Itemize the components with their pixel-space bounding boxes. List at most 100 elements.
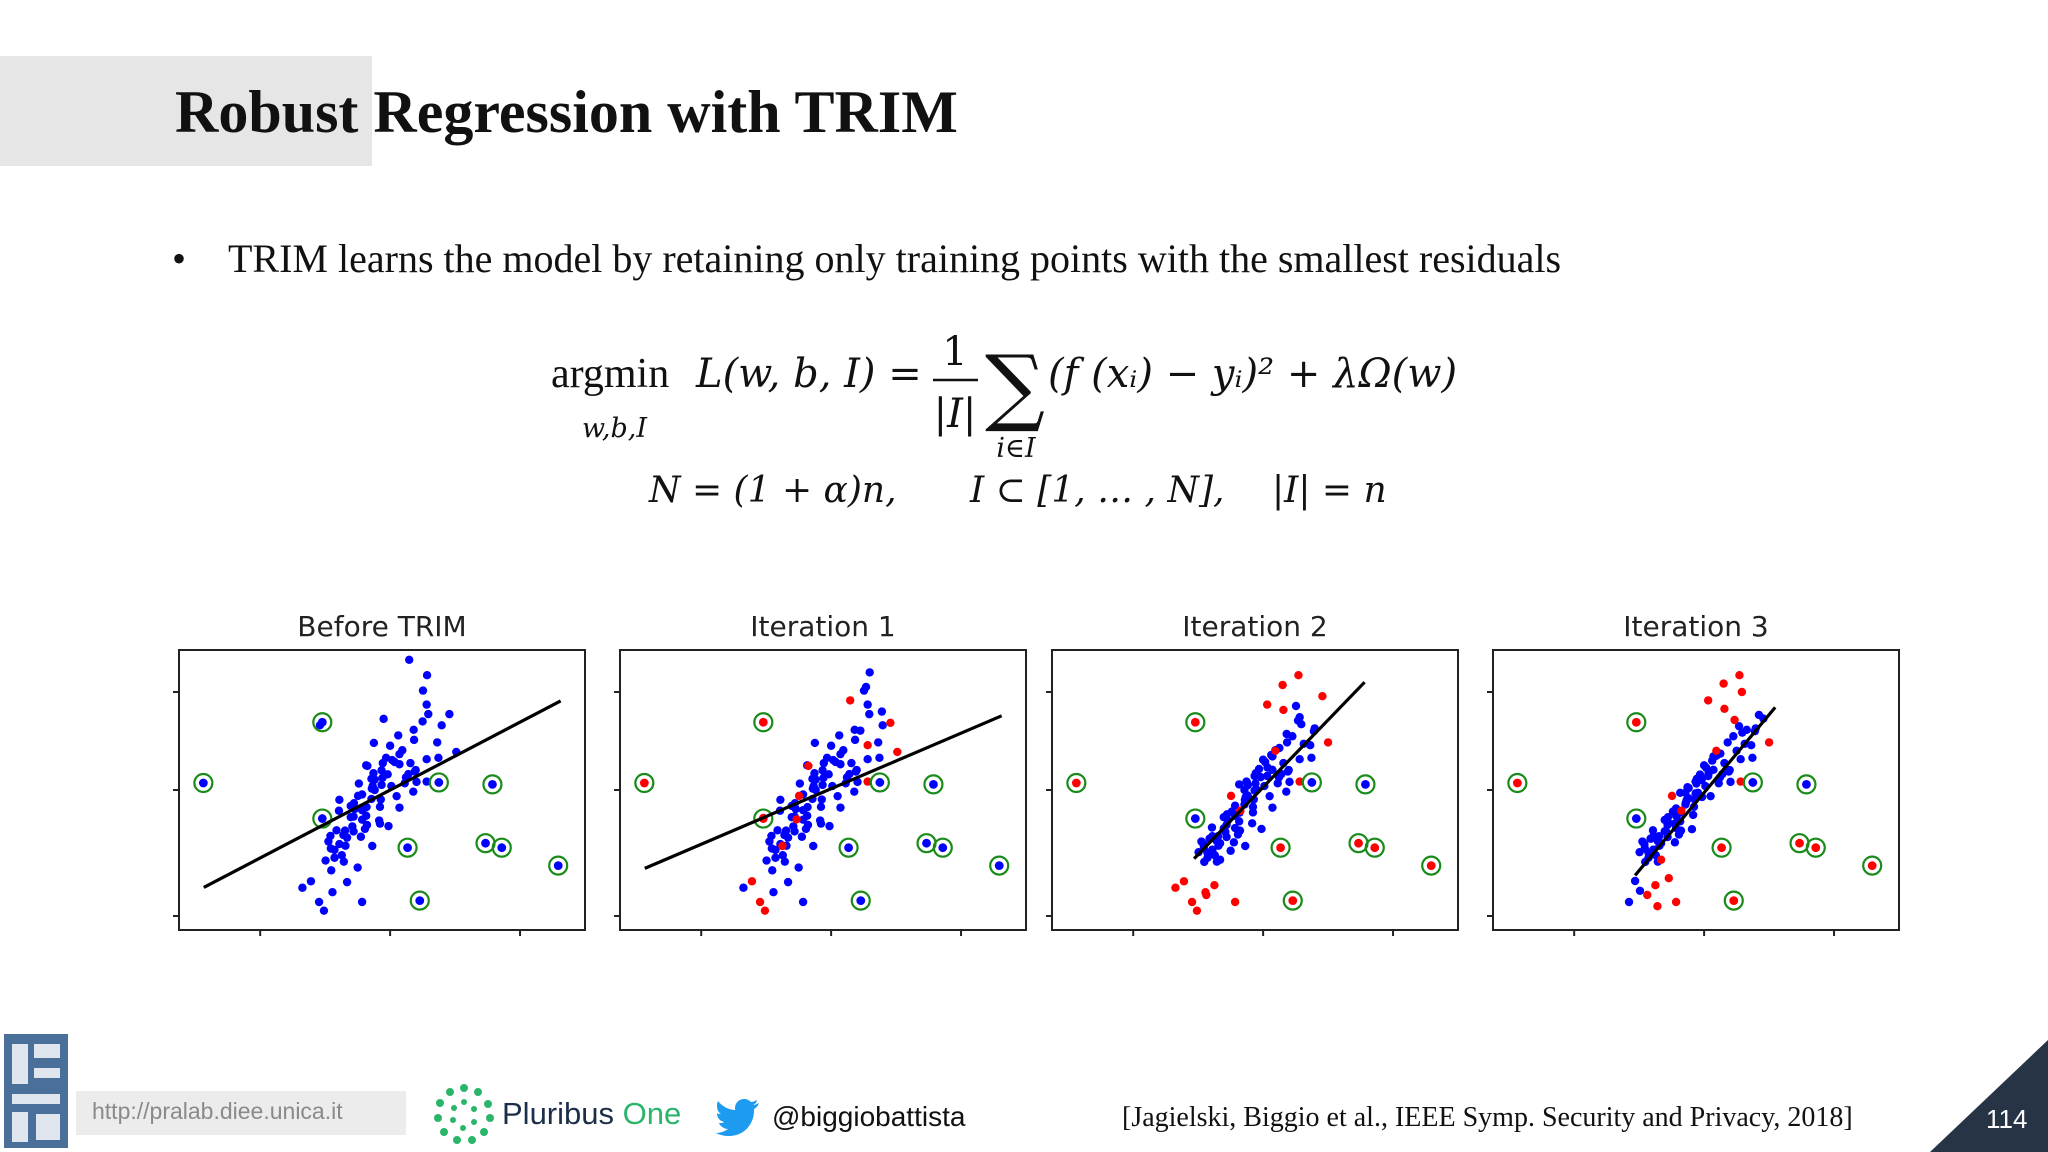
poison-marker <box>1421 855 1442 876</box>
trimmed-point <box>1279 705 1288 715</box>
trimmed-point <box>1187 897 1197 907</box>
data-point <box>1254 764 1264 774</box>
data-point <box>1630 876 1640 886</box>
data-point <box>1242 777 1252 787</box>
data-point <box>801 824 811 834</box>
data-point <box>1638 837 1647 846</box>
trimmed-point <box>1179 877 1189 886</box>
data-point <box>342 877 352 887</box>
poison-point <box>639 778 649 788</box>
data-point <box>409 725 418 734</box>
trimmed-point <box>846 696 855 705</box>
poison-point <box>1276 843 1285 853</box>
trimmed-point <box>1664 874 1673 883</box>
data-point <box>354 779 364 788</box>
poison-marker <box>1742 772 1763 793</box>
data-point <box>409 735 419 745</box>
trim-iterations-figure: Before TRIM Iteration 1 Iteration 2 Iterati… <box>173 610 1900 936</box>
data-point <box>1748 753 1757 762</box>
data-point <box>810 738 820 748</box>
data-point <box>395 760 404 769</box>
data-point <box>422 755 431 764</box>
poison-point <box>481 838 490 848</box>
data-point <box>394 731 403 740</box>
trimmed-point <box>792 815 801 824</box>
data-point <box>1247 819 1257 828</box>
trimmed-point <box>760 906 770 915</box>
poison-point <box>875 778 885 787</box>
title-background <box>0 56 372 166</box>
poison-marker <box>1796 774 1817 795</box>
loss-function: L(w, b, I) = <box>695 351 922 397</box>
constraint-cardinality: |I| = n <box>1272 470 1387 511</box>
data-point <box>1703 771 1713 781</box>
data-point <box>422 671 432 680</box>
poison-point <box>1867 861 1877 870</box>
data-point <box>409 787 418 796</box>
data-point <box>353 791 363 801</box>
data-point <box>1306 741 1315 750</box>
data-point <box>326 844 336 853</box>
poison-marker <box>753 712 774 733</box>
data-point <box>356 832 366 841</box>
data-point <box>811 785 820 795</box>
regression-line <box>1192 681 1366 860</box>
poison-marker <box>850 890 871 911</box>
poison-marker <box>409 890 430 911</box>
data-point <box>1687 825 1697 834</box>
data-point <box>811 775 820 784</box>
data-point <box>411 765 420 775</box>
trimmed-point <box>1653 902 1662 911</box>
data-point <box>1695 770 1705 779</box>
panel-title: Iteration 2 <box>1182 610 1327 643</box>
data-point <box>1681 800 1690 809</box>
trimmed-point <box>1736 777 1745 786</box>
data-point <box>433 738 442 747</box>
data-point <box>395 803 404 812</box>
lab-url[interactable]: http://pralab.diee.unica.it <box>92 1098 343 1124</box>
data-point <box>1734 721 1744 731</box>
trimmed-point <box>1192 906 1202 915</box>
data-point <box>1262 771 1272 781</box>
data-point <box>850 787 859 796</box>
trimmed-point <box>1323 738 1333 747</box>
poison-point <box>844 843 853 853</box>
data-point <box>378 773 387 783</box>
poison-marker <box>193 772 214 794</box>
data-point <box>1268 765 1277 775</box>
data-point <box>765 837 774 846</box>
data-point <box>739 883 748 892</box>
data-point <box>418 686 428 695</box>
data-point <box>850 735 860 745</box>
panel-title: Iteration 1 <box>750 610 895 643</box>
poison-point <box>758 717 768 727</box>
scatter-panel: Iteration 2 <box>1046 610 1459 936</box>
data-point <box>418 717 427 726</box>
poison-marker <box>1270 837 1291 858</box>
poison-marker <box>1805 837 1826 858</box>
poison-point <box>1748 778 1758 787</box>
data-point <box>384 821 393 831</box>
data-point <box>1295 755 1304 764</box>
data-point <box>875 753 884 762</box>
twitter-icon <box>716 1099 759 1136</box>
poison-point <box>1811 843 1821 853</box>
data-point <box>1282 787 1291 796</box>
data-point <box>342 833 352 842</box>
poison-point <box>434 778 444 787</box>
data-point <box>1291 701 1301 711</box>
twitter-handle[interactable]: @biggiobattista <box>772 1101 966 1132</box>
data-point <box>1241 841 1250 851</box>
data-point <box>1288 732 1297 741</box>
data-point <box>1674 830 1684 839</box>
data-point <box>1692 779 1701 788</box>
regression-line <box>1633 706 1777 877</box>
poison-point <box>1631 814 1641 823</box>
poison-point <box>994 861 1004 870</box>
trimmed-point <box>1656 855 1666 864</box>
slide-title: Robust Regression with TRIM <box>175 79 958 145</box>
data-point <box>1736 755 1745 764</box>
data-point <box>826 741 836 750</box>
url-background <box>76 1091 406 1135</box>
data-point <box>1688 810 1698 820</box>
